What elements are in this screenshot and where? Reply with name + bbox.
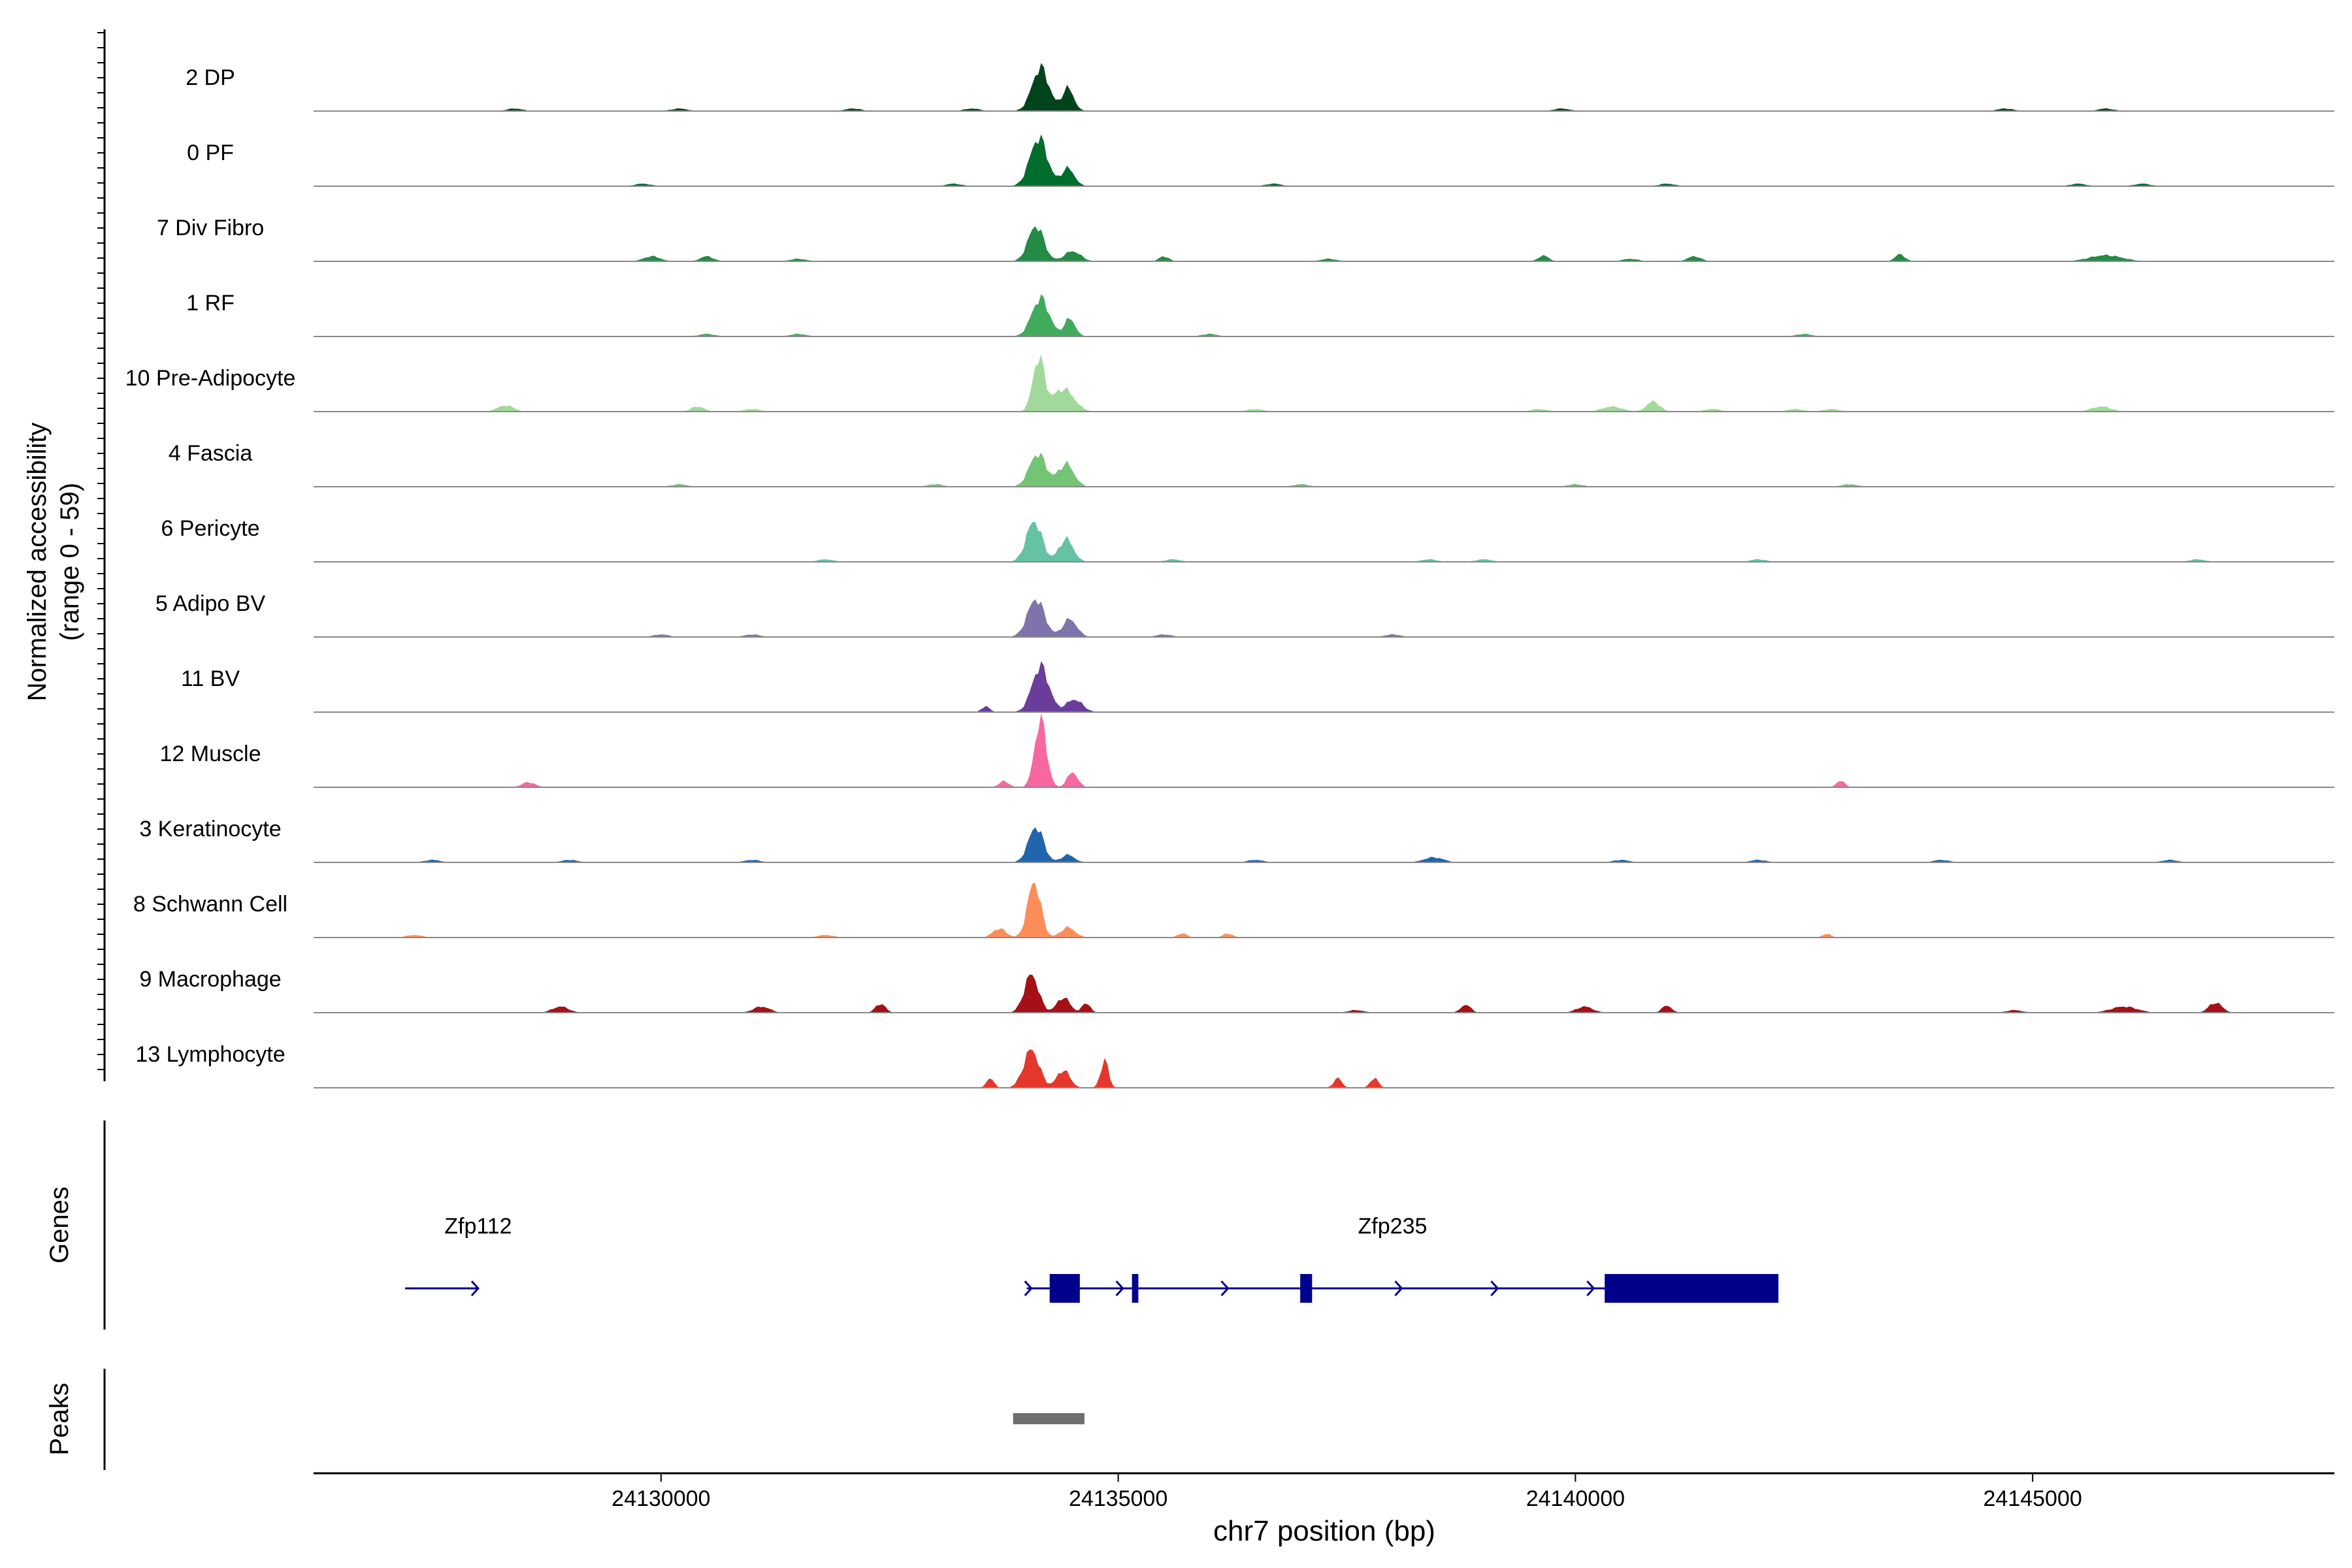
track-8-schwann-cell: 8 Schwann Cell (133, 883, 2334, 938)
gene-name: Zfp235 (1358, 1214, 1428, 1239)
track-6-pericyte: 6 Pericyte (161, 516, 2334, 563)
gene-zfp235: Zfp235 (1024, 1214, 1779, 1303)
strand-arrow (1586, 1280, 1595, 1297)
track-5-adipo-bv: 5 Adipo BV (155, 591, 2334, 638)
track-0-pf: 0 PF (187, 134, 2334, 187)
strand-arrow (470, 1280, 480, 1297)
coverage-area-13-lymphocyte (314, 1049, 2334, 1088)
exon-block (1132, 1274, 1139, 1303)
track-label: 11 BV (181, 666, 240, 691)
coverage-area-9-macrophage (314, 974, 2334, 1013)
genes-panel: Genes Zfp112 Zfp235 (45, 1120, 1779, 1330)
peaks-panel: Peaks (45, 1369, 1085, 1470)
y-axis (97, 29, 106, 1081)
coverage-area-4-fascia (314, 452, 2334, 487)
strand-arrow (1220, 1280, 1230, 1297)
gene-name: Zfp112 (444, 1214, 512, 1239)
coverage-area-5-adipo-bv (314, 599, 2334, 637)
track-2-dp: 2 DP (186, 63, 2334, 112)
track-10-pre-adipocyte: 10 Pre-Adipocyte (125, 354, 2334, 412)
coverage-area-12-muscle (314, 713, 2334, 787)
track-3-keratinocyte: 3 Keratinocyte (139, 817, 2334, 863)
track-label: 5 Adipo BV (155, 591, 266, 616)
x-axis-label: chr7 position (bp) (1213, 1515, 1435, 1547)
strand-arrow (1490, 1280, 1499, 1297)
x-axis-tick-label: 24130000 (612, 1486, 710, 1511)
track-label: 9 Macrophage (139, 967, 281, 992)
exon-block (1605, 1274, 1779, 1303)
track-7-div-fibro: 7 Div Fibro (157, 216, 2334, 262)
track-label: 7 Div Fibro (157, 216, 264, 240)
coverage-area-0-pf (314, 134, 2334, 186)
peak-region (1013, 1413, 1085, 1424)
track-12-muscle: 12 Muscle (160, 713, 2334, 788)
track-label: 0 PF (187, 140, 234, 165)
y-axis-range-label: (range 0 - 59) (56, 483, 84, 641)
track-label: 1 RF (186, 291, 235, 316)
strand-arrow (1115, 1280, 1124, 1297)
track-1-rf: 1 RF (186, 291, 2334, 337)
coverage-area-7-div-fibro (314, 226, 2334, 261)
genes-panel-label: Genes (45, 1186, 74, 1264)
x-axis-ticks: 24130000 24135000 24140000 24145000 (612, 1473, 2082, 1511)
coverage-area-11-bv (314, 661, 2334, 712)
track-9-macrophage: 9 Macrophage (139, 967, 2334, 1013)
coverage-area-8-schwann-cell (314, 883, 2334, 938)
strand-arrow (1024, 1280, 1033, 1297)
track-label: 6 Pericyte (161, 516, 259, 541)
x-axis: 24130000 24135000 24140000 24145000 chr7 po… (314, 1472, 2334, 1547)
track-13-lymphocyte: 13 Lymphocyte (135, 1042, 2334, 1088)
track-4-fascia: 4 Fascia (169, 441, 2334, 487)
gene-zfp112: Zfp112 (404, 1214, 512, 1297)
track-label: 12 Muscle (160, 742, 261, 766)
coverage-area-2-dp (314, 63, 2334, 111)
coverage-area-3-keratinocyte (314, 827, 2334, 862)
coverage-area-6-pericyte (314, 522, 2334, 562)
track-11-bv: 11 BV (181, 661, 2334, 713)
track-label: 10 Pre-Adipocyte (125, 366, 296, 391)
x-axis-tick-label: 24145000 (1984, 1486, 2082, 1511)
track-label: 2 DP (186, 65, 235, 90)
y-axis-label: Normalized accessibility (23, 423, 52, 702)
peak-regions (1013, 1413, 1085, 1424)
x-axis-tick-label: 24140000 (1526, 1486, 1625, 1511)
track-label: 3 Keratinocyte (139, 817, 281, 841)
strand-arrow (1394, 1280, 1403, 1297)
accessibility-tracks: 2 DP 0 PF 7 Div Fibro 1 RF 10 Pre-Adipocyte 4… (125, 63, 2334, 1088)
coverage-area-10-pre-adipocyte (314, 354, 2334, 412)
exon-block (1300, 1274, 1313, 1303)
track-label: 4 Fascia (169, 441, 253, 466)
coverage-area-1-rf (314, 294, 2334, 336)
track-label: 13 Lymphocyte (135, 1042, 285, 1067)
track-label: 8 Schwann Cell (133, 892, 287, 917)
peaks-panel-label: Peaks (45, 1382, 74, 1455)
x-axis-tick-label: 24135000 (1069, 1486, 1168, 1511)
gene-models: Zfp112 Zfp235 (404, 1214, 1779, 1303)
exon-block (1049, 1274, 1080, 1303)
